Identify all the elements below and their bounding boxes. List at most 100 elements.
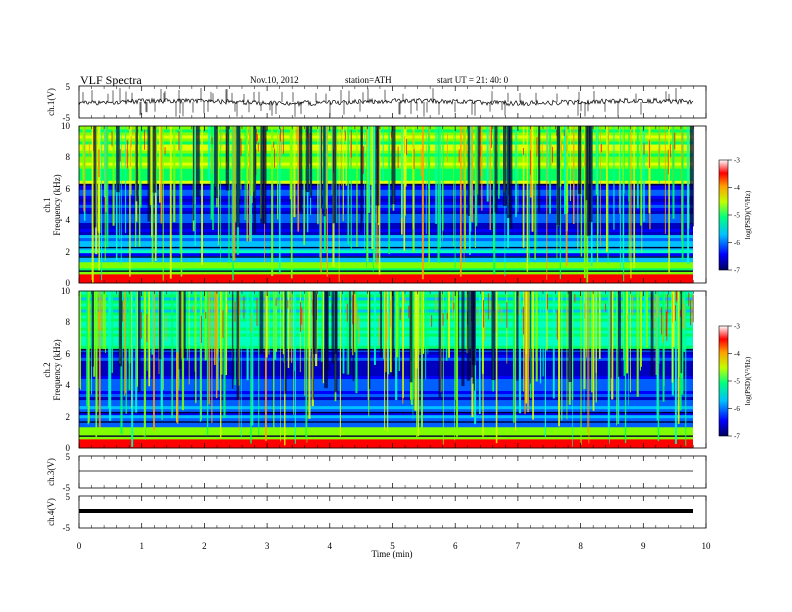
- sferic-streak: [639, 291, 641, 371]
- sferic-streak: [246, 126, 248, 190]
- hot-streak: [556, 309, 558, 340]
- sferic-streak: [135, 291, 138, 413]
- quiet-gap: [236, 291, 240, 400]
- sferic-streak: [471, 126, 474, 223]
- sferic-streak: [188, 291, 190, 385]
- quiet-gap: [324, 291, 329, 389]
- hot-streak: [240, 138, 242, 157]
- quiet-gap: [586, 126, 591, 236]
- sferic-streak: [181, 291, 185, 411]
- sferic-streak: [102, 291, 105, 350]
- sferic-streak: [658, 126, 660, 184]
- spectrogram-band: [79, 390, 693, 395]
- quiet-gap: [529, 291, 531, 384]
- sferic-streak: [338, 126, 340, 283]
- hot-streak: [675, 291, 677, 303]
- spectrogram-band: [79, 246, 693, 251]
- sferic-streak: [151, 126, 154, 266]
- spectrogram-band: [79, 129, 693, 133]
- spectrogram-band: [79, 135, 693, 139]
- sferic-streak: [347, 291, 350, 375]
- hot-streak: [129, 139, 131, 167]
- sferic-streak: [558, 291, 560, 427]
- time-tick-label: 5: [390, 541, 395, 551]
- quiet-gap: [568, 291, 572, 382]
- start-time-label: start UT = 21: 40: 0: [437, 75, 509, 85]
- sferic-streak: [98, 126, 101, 234]
- ch1-ftick-10: 10: [61, 121, 71, 131]
- sferic-streak: [605, 126, 608, 253]
- spectrogram-band: [79, 180, 693, 184]
- spectrogram-band: [79, 405, 693, 410]
- quiet-gap: [588, 126, 593, 223]
- sferic-streak: [124, 291, 126, 394]
- hot-streak: [523, 306, 524, 335]
- sferic-streak: [103, 126, 107, 198]
- hot-streak: [178, 130, 180, 151]
- hot-streak: [349, 140, 351, 167]
- hot-streak: [366, 126, 368, 148]
- sferic-streak: [125, 291, 127, 414]
- sferic-streak: [212, 126, 214, 230]
- sferic-streak: [664, 126, 666, 234]
- sferic-streak: [628, 126, 630, 202]
- sferic-streak: [427, 291, 429, 355]
- hot-streak: [192, 305, 194, 312]
- spectrogram-band: [79, 243, 693, 248]
- ch1-ftick-4: 4: [66, 215, 71, 225]
- quiet-gap: [320, 126, 323, 209]
- sferic-streak: [412, 126, 414, 230]
- hot-streak: [566, 305, 568, 333]
- quiet-gap: [377, 126, 379, 224]
- sferic-streak: [326, 126, 328, 277]
- spectrogram-band: [79, 234, 693, 239]
- spectrogram-ch2: [79, 291, 694, 449]
- hot-streak: [681, 132, 683, 159]
- sferic-streak: [366, 126, 367, 267]
- hot-streak: [661, 307, 663, 335]
- hot-streak: [126, 140, 128, 169]
- quiet-gap: [259, 291, 264, 355]
- hot-streak: [667, 293, 669, 314]
- sferic-streak: [144, 291, 146, 431]
- hot-streak: [101, 297, 103, 317]
- sferic-streak: [498, 126, 500, 199]
- hot-streak: [181, 310, 183, 325]
- ch1-ytick-top: 5: [66, 82, 71, 92]
- hot-streak: [279, 133, 280, 164]
- sferic-streak: [131, 291, 133, 409]
- hot-streak: [498, 303, 500, 312]
- sferic-streak: [607, 291, 610, 428]
- sferic-streak: [331, 126, 333, 195]
- figure-title: VLF Spectra: [80, 73, 142, 87]
- quiet-gap: [503, 126, 507, 207]
- sferic-streak: [373, 291, 376, 365]
- hot-streak: [552, 146, 553, 163]
- sferic-streak: [176, 291, 179, 353]
- sferic-streak: [546, 291, 548, 351]
- spectrogram-band: [79, 138, 693, 142]
- sferic-streak: [527, 291, 530, 413]
- hot-streak: [584, 303, 586, 319]
- time-tick-label: 8: [578, 541, 583, 551]
- sferic-streak: [532, 291, 534, 420]
- quiet-gap: [467, 126, 470, 216]
- sferic-streak: [106, 126, 109, 248]
- sferic-streak: [151, 291, 154, 355]
- ch1-ftick-2: 2: [66, 247, 71, 257]
- spectrogram-band: [79, 156, 693, 160]
- sferic-streak: [162, 291, 164, 390]
- sferic-streak: [643, 126, 645, 222]
- quiet-gap: [195, 126, 200, 198]
- sferic-streak: [677, 291, 680, 424]
- hot-streak: [518, 292, 520, 316]
- hot-streak: [631, 295, 633, 316]
- hot-streak: [446, 312, 448, 320]
- sferic-streak: [125, 126, 127, 233]
- sferic-streak: [623, 291, 626, 376]
- hot-streak: [465, 142, 467, 155]
- quiet-gap: [509, 126, 513, 229]
- sferic-streak: [220, 126, 221, 263]
- quiet-gap: [461, 291, 465, 386]
- hot-streak: [442, 313, 444, 326]
